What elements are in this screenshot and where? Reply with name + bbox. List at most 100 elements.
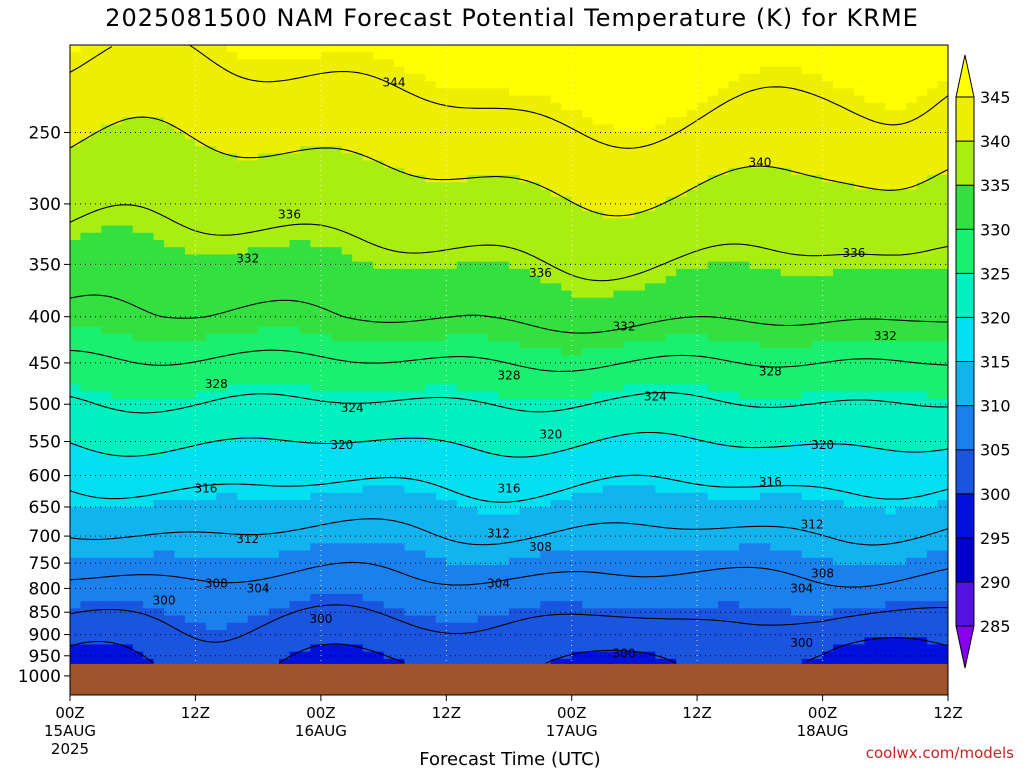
field-cell (509, 305, 521, 313)
field-cell (258, 326, 270, 335)
field-cell (519, 160, 531, 169)
field-cell (394, 175, 406, 183)
field-cell (529, 297, 541, 306)
field-cell (634, 254, 646, 263)
field-cell (132, 485, 144, 494)
field-cell (122, 211, 134, 219)
field-cell (164, 146, 176, 154)
field-cell (174, 615, 186, 624)
field-cell (268, 189, 280, 198)
field-cell (634, 102, 646, 111)
field-cell (174, 305, 186, 313)
field-cell (101, 398, 113, 407)
field-cell (195, 478, 207, 487)
field-cell (550, 601, 562, 609)
field-cell (247, 370, 259, 378)
field-cell (352, 45, 364, 53)
field-cell (623, 189, 636, 198)
field-cell (404, 413, 416, 422)
field-cell (414, 225, 426, 234)
field-cell (70, 124, 82, 133)
field-cell (341, 362, 353, 371)
field-cell (571, 406, 583, 414)
field-cell (247, 146, 259, 154)
field-cell (195, 550, 207, 559)
field-cell (509, 175, 521, 183)
field-cell (143, 384, 155, 393)
field-cell (153, 586, 165, 595)
field-cell (90, 326, 102, 335)
field-cell (435, 225, 447, 234)
field-cell (258, 312, 270, 321)
field-cell (122, 384, 134, 393)
field-cell (216, 283, 228, 292)
field-cell (477, 601, 489, 609)
field-cell (582, 59, 594, 68)
field-cell (446, 579, 458, 588)
field-cell (477, 608, 489, 617)
field-cell (258, 565, 270, 573)
field-cell (111, 377, 123, 386)
field-cell (279, 247, 291, 256)
field-cell (509, 131, 521, 140)
field-cell (498, 492, 510, 501)
field-cell (143, 218, 155, 227)
field-cell (477, 492, 489, 501)
field-cell (237, 485, 249, 494)
field-cell (226, 478, 238, 487)
field-cell (184, 362, 197, 371)
field-cell (111, 268, 123, 277)
field-cell (529, 66, 541, 75)
field-cell (540, 622, 552, 631)
field-cell (613, 658, 625, 667)
field-cell (331, 175, 343, 183)
field-cell (488, 550, 500, 559)
field-cell (268, 427, 280, 436)
field-cell (603, 45, 615, 53)
field-cell (101, 305, 113, 313)
field-cell (519, 218, 531, 227)
field-cell (184, 622, 197, 631)
field-cell (603, 550, 615, 559)
field-cell (111, 333, 123, 342)
field-cell (509, 88, 521, 97)
field-cell (540, 232, 552, 241)
field-cell (258, 66, 270, 75)
field-cell (164, 435, 176, 443)
field-cell (383, 297, 395, 306)
field-cell (216, 312, 228, 321)
field-cell (70, 521, 82, 530)
field-cell (352, 528, 364, 537)
field-cell (456, 297, 468, 306)
field-cell (352, 427, 364, 436)
field-cell (352, 290, 364, 299)
field-cell (164, 536, 176, 544)
field-cell (310, 66, 322, 75)
field-cell (331, 630, 343, 638)
field-cell (80, 182, 92, 191)
field-cell (519, 81, 531, 89)
field-cell (383, 500, 395, 508)
field-cell (623, 420, 636, 429)
field-cell (132, 211, 144, 219)
field-cell (226, 572, 238, 581)
field-cell (498, 167, 510, 176)
field-cell (258, 88, 270, 97)
field-cell (425, 622, 437, 631)
field-cell (80, 131, 92, 140)
field-cell (613, 514, 625, 523)
field-cell (383, 124, 395, 133)
field-cell (226, 543, 238, 552)
field-cell (195, 45, 207, 53)
field-cell (362, 319, 374, 328)
field-cell (488, 160, 500, 169)
field-cell (623, 232, 636, 241)
field-cell (122, 435, 134, 443)
field-cell (289, 463, 301, 472)
field-cell (467, 102, 479, 111)
field-cell (70, 543, 82, 552)
field-cell (247, 471, 259, 479)
field-cell (571, 131, 583, 140)
field-cell (132, 543, 144, 552)
field-cell (216, 622, 228, 631)
